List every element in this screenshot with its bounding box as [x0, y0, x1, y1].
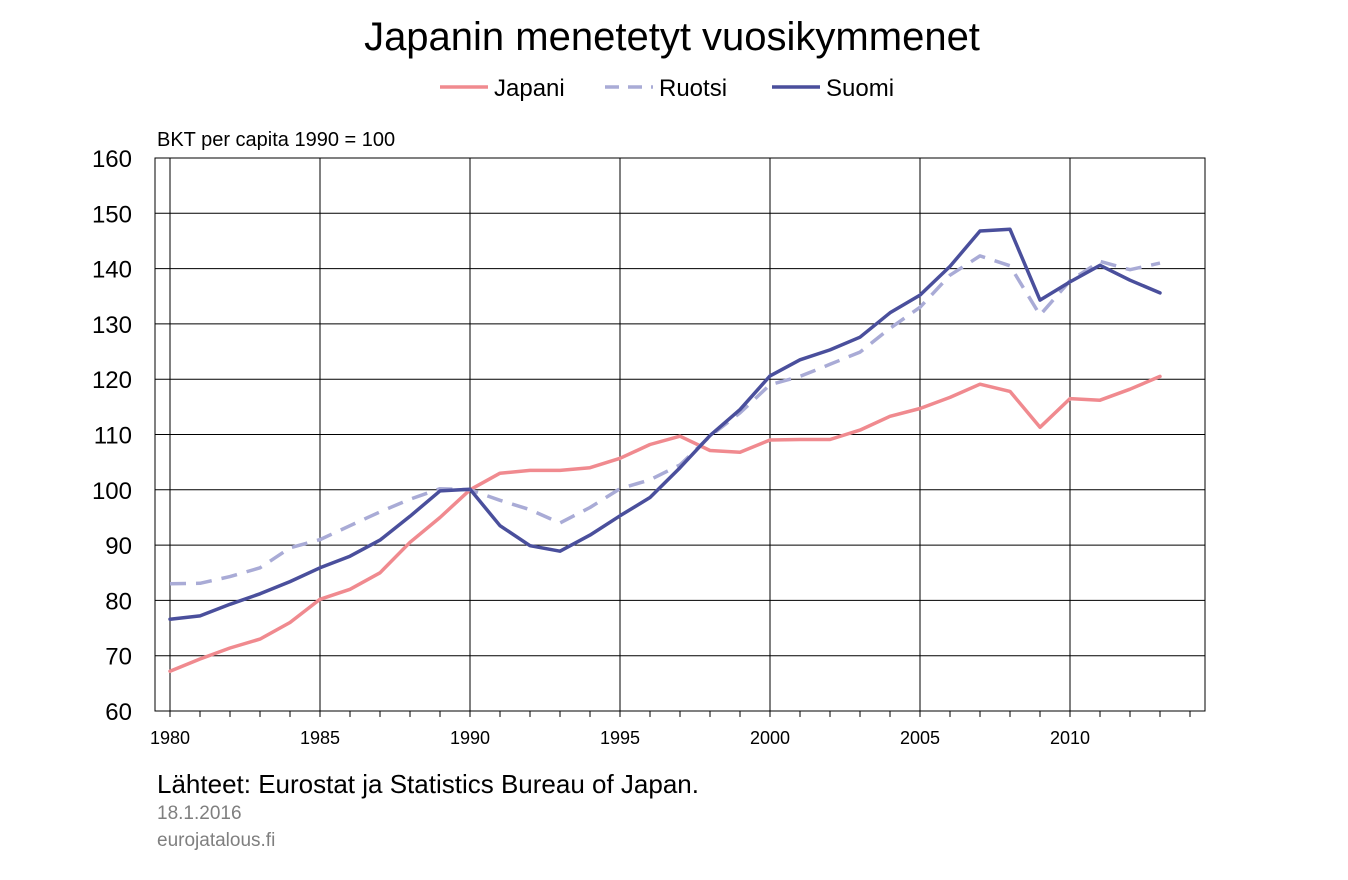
y-tick-label: 110 — [94, 423, 132, 450]
series-lines — [168, 227, 1162, 673]
y-tick-label: 70 — [105, 644, 132, 671]
x-axis-ticks: 1980 1985 1990 1995 2000 2005 2010 — [150, 711, 1191, 748]
y-tick-label: 60 — [105, 699, 132, 726]
x-tick-label: 2005 — [900, 728, 940, 748]
legend-label-japani: Japani — [494, 75, 565, 102]
x-tick-label: 1980 — [150, 728, 190, 748]
y-tick-label: 100 — [92, 478, 132, 505]
y-tick-label: 90 — [105, 533, 132, 560]
chart-title: Japanin menetetyt vuosikymmenet — [364, 15, 980, 59]
y-tick-label: 150 — [92, 201, 132, 228]
x-tick-label: 1990 — [450, 728, 490, 748]
y-tick-label: 130 — [92, 312, 132, 339]
x-tick-label: 2010 — [1050, 728, 1090, 748]
x-tick-label: 2000 — [750, 728, 790, 748]
x-tick-label: 1995 — [600, 728, 640, 748]
series-line-ruotsi — [169, 254, 1161, 586]
y-tick-label: 120 — [92, 367, 132, 394]
y-tick-label: 140 — [92, 257, 132, 284]
date-label: 18.1.2016 — [157, 803, 242, 824]
series-line-japani — [168, 374, 1162, 673]
y-tick-label: 160 — [92, 146, 132, 173]
legend-label-suomi: Suomi — [826, 75, 894, 102]
legend: Japani Ruotsi Suomi — [440, 75, 894, 102]
site-label: eurojatalous.fi — [157, 830, 275, 851]
y-tick-label: 80 — [105, 588, 132, 615]
legend-label-ruotsi: Ruotsi — [659, 75, 727, 102]
series-line-suomi — [168, 227, 1162, 621]
source-note: Lähteet: Eurostat ja Statistics Bureau o… — [157, 769, 699, 799]
y-axis-unit-label: BKT per capita 1990 = 100 — [157, 129, 395, 151]
y-axis-ticks: 60 70 80 90 100 110 120 130 140 150 160 — [92, 146, 132, 726]
x-tick-label: 1985 — [300, 728, 340, 748]
